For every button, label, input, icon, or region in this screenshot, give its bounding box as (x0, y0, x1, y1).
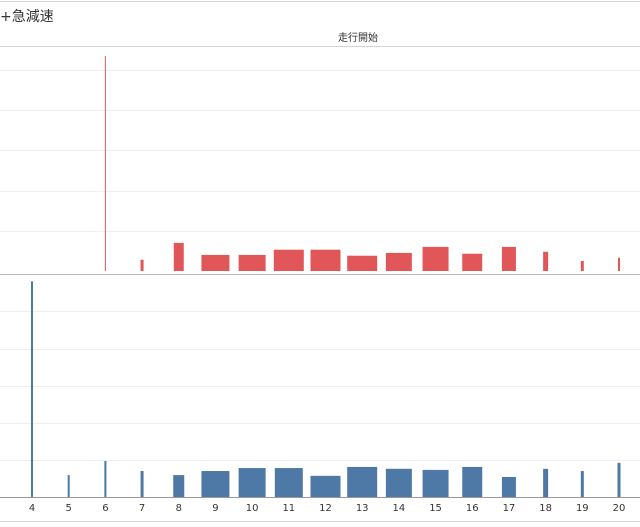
bar (201, 254, 230, 271)
bar (67, 475, 70, 497)
x-tick-label: 10 (246, 503, 259, 514)
bar (238, 254, 266, 271)
x-tick-label: 15 (429, 503, 442, 514)
bar (617, 462, 621, 497)
bar (104, 56, 106, 271)
bar (173, 475, 185, 497)
x-tick-label: 13 (356, 503, 369, 514)
bar (462, 466, 483, 497)
bar (543, 468, 549, 497)
bar (385, 468, 412, 497)
bar (422, 469, 449, 497)
bar (31, 281, 33, 497)
bar (347, 255, 378, 271)
bar (238, 468, 266, 497)
bar (580, 260, 584, 271)
bar (501, 476, 516, 497)
bar (618, 257, 620, 271)
x-tick-label: 19 (576, 503, 589, 514)
x-tick-label: 9 (212, 503, 218, 514)
bar (173, 242, 184, 271)
bar (462, 253, 483, 271)
bar (140, 259, 144, 271)
x-tick-label: 6 (102, 503, 108, 514)
bar (273, 249, 304, 271)
bar (580, 471, 584, 497)
x-tick-label: 8 (176, 503, 182, 514)
bar (274, 468, 303, 497)
x-tick-label: 17 (503, 503, 516, 514)
x-tick-label: 18 (539, 503, 552, 514)
x-tick-label: 4 (29, 503, 35, 514)
bar (104, 460, 107, 497)
bar (501, 246, 516, 271)
bar (140, 471, 144, 497)
x-tick-label: 14 (393, 503, 406, 514)
column-header: 走行開始 (338, 31, 378, 44)
x-tick-label: 5 (66, 503, 72, 514)
x-tick-label: 20 (613, 503, 626, 514)
sheet-title: +急減速 (0, 8, 54, 25)
bar (310, 475, 341, 497)
x-tick-label: 16 (466, 503, 479, 514)
x-tick-label: 11 (282, 503, 295, 514)
bar (385, 252, 412, 271)
bar (347, 466, 378, 497)
bar (201, 471, 230, 497)
x-tick-label: 7 (139, 503, 145, 514)
bar (310, 249, 341, 271)
bar (422, 246, 449, 271)
bar (543, 251, 549, 271)
x-tick-label: 12 (319, 503, 332, 514)
